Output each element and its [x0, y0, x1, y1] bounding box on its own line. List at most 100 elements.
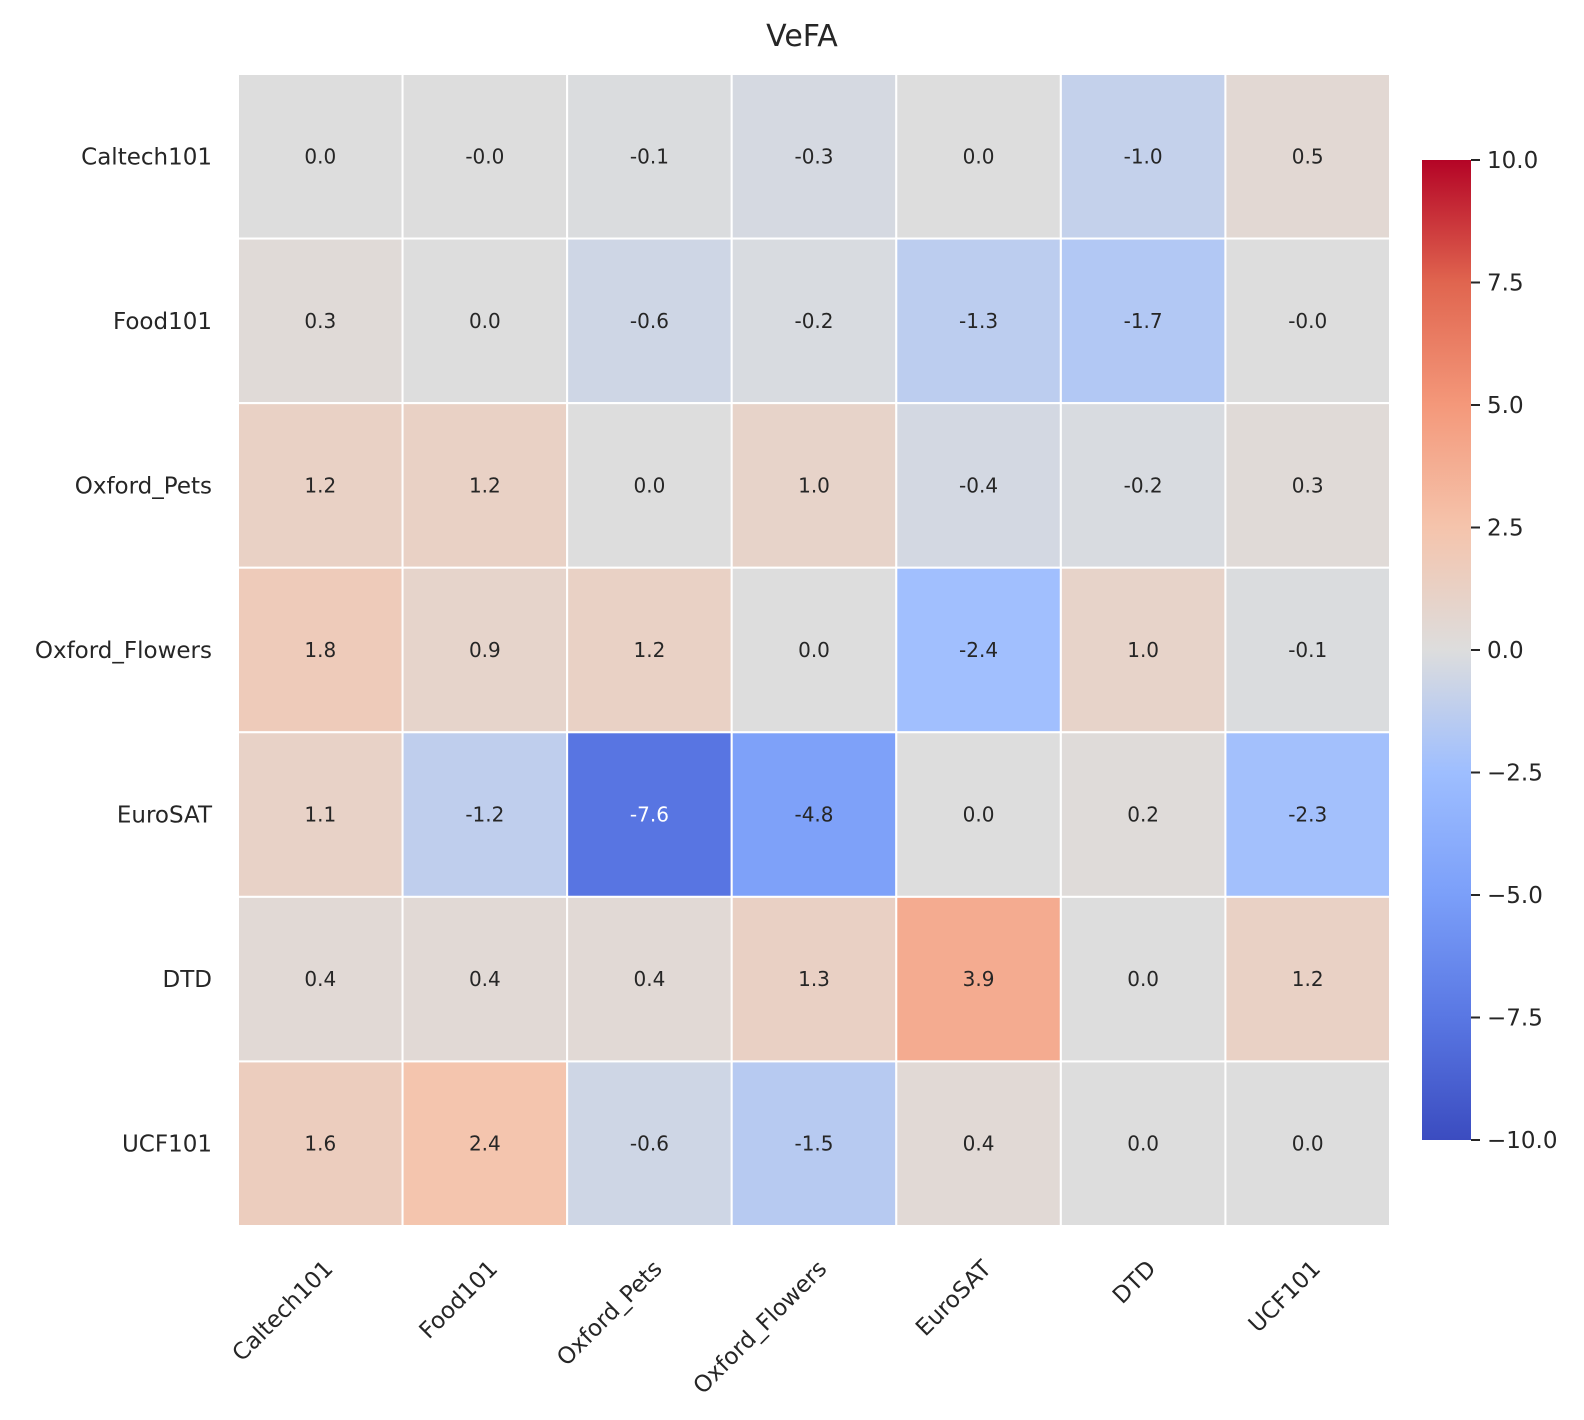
cell-value-label: 0.0: [1127, 967, 1159, 991]
heatmap-cell: [730, 566, 898, 734]
heatmap-cell: [401, 402, 569, 569]
heatmap-cell: [566, 402, 733, 569]
heatmap-cell: [237, 731, 404, 898]
cell-value-label: -7.6: [630, 803, 669, 827]
cell-value-label: -0.2: [1124, 473, 1163, 497]
heatmap-cell: [1224, 731, 1391, 898]
heatmap-cell: [730, 895, 898, 1063]
cell-value-label: -0.0: [465, 144, 504, 168]
cell-value-label: -0.1: [1288, 638, 1327, 662]
colorbar-ticks: 10.0 7.5 5.0 2.5 0.0 −2.5 −5.0 −7.5 −10.0: [1471, 148, 1557, 1154]
heatmap-cell: [237, 73, 404, 240]
cell-value-label: 0.3: [304, 309, 336, 333]
y-tick-label: Oxford_Flowers: [35, 638, 212, 664]
cell-value-label: 1.3: [798, 967, 830, 991]
x-tick-label: Caltech101: [228, 1256, 339, 1367]
colorbar-tick-label: −7.5: [1487, 1006, 1543, 1032]
y-tick-label: EuroSAT: [117, 803, 213, 829]
x-axis-tick-labels: Caltech101 Food101 Oxford_Pets Oxford_Flowe…: [228, 1255, 1326, 1399]
heatmap-cell: [895, 402, 1062, 569]
heatmap-cell: [895, 73, 1062, 240]
heatmap-cell: [730, 73, 898, 240]
x-tick-label: EuroSAT: [911, 1255, 997, 1341]
x-tick-label: UCF101: [1244, 1256, 1326, 1338]
cell-value-label: 1.2: [1292, 967, 1324, 991]
y-tick-label: Caltech101: [81, 144, 212, 170]
x-tick-label: Oxford_Pets: [552, 1256, 667, 1371]
cell-value-label: 1.2: [634, 638, 666, 662]
heatmap-cell: [1224, 1060, 1391, 1227]
cell-value-label: 0.4: [963, 1132, 995, 1156]
y-tick-label: DTD: [163, 967, 212, 993]
cell-value-label: -4.8: [794, 803, 833, 827]
cell-value-label: 0.2: [1127, 803, 1159, 827]
heatmap-cell: [1224, 566, 1391, 734]
heatmap-cell: [237, 895, 404, 1063]
cell-value-label: -1.7: [1124, 309, 1163, 333]
cell-value-label: 0.0: [1292, 1132, 1324, 1156]
cell-value-label: 1.2: [304, 473, 336, 497]
cell-value-label: 0.0: [634, 473, 666, 497]
cell-value-label: -0.2: [794, 309, 833, 333]
cell-value-label: 0.4: [634, 967, 666, 991]
heatmap-cell: [401, 73, 569, 240]
heatmap-cell: [1059, 237, 1227, 405]
cell-value-label: -0.6: [630, 1132, 669, 1156]
cell-value-label: 0.4: [469, 967, 501, 991]
cell-value-label: 1.0: [798, 473, 830, 497]
cell-value-label: 0.0: [1127, 1132, 1159, 1156]
colorbar-gradient: [1422, 160, 1471, 1140]
colorbar-tick-label: 0.0: [1487, 638, 1524, 664]
cell-value-label: 0.4: [304, 967, 336, 991]
y-axis-tick-labels: Caltech101 Food101 Oxford_Pets Oxford_Flowe…: [35, 144, 213, 1157]
y-tick-label: Oxford_Pets: [75, 473, 212, 499]
cell-value-label: -2.4: [959, 638, 998, 662]
heatmap-cell: [237, 1060, 404, 1227]
cell-value-label: 0.0: [304, 144, 336, 168]
heatmap-cells: [237, 73, 1391, 1227]
x-tick-label: Food101: [415, 1256, 503, 1344]
colorbar-tick-label: −10.0: [1487, 1128, 1557, 1154]
colorbar-tick-label: −5.0: [1487, 883, 1543, 909]
heatmap-cell: [237, 237, 404, 405]
heatmap-cell: [1059, 73, 1227, 240]
cell-value-label: 2.4: [469, 1132, 501, 1156]
cell-value-label: 3.9: [963, 967, 995, 991]
colorbar-tick-label: 2.5: [1487, 516, 1524, 542]
cell-value-label: -1.2: [465, 803, 504, 827]
cell-value-label: 1.8: [304, 638, 336, 662]
colorbar-tick-label: −2.5: [1487, 761, 1543, 787]
cell-value-label: 0.9: [469, 638, 501, 662]
heatmap-cell: [401, 895, 569, 1063]
cell-value-label: 0.5: [1292, 144, 1324, 168]
cell-value-label: -0.0: [1288, 309, 1327, 333]
heatmap-cell: [730, 402, 898, 569]
colorbar-tick-label: 10.0: [1487, 148, 1538, 174]
x-tick-label: DTD: [1108, 1256, 1161, 1309]
cell-value-label: -0.6: [630, 309, 669, 333]
cell-value-label: -1.0: [1124, 144, 1163, 168]
heatmap-cell: [566, 895, 733, 1063]
y-tick-label: Food101: [113, 309, 212, 335]
x-tick-label: Oxford_Flowers: [689, 1256, 833, 1400]
cell-value-label: -0.4: [959, 473, 998, 497]
cell-value-label: 0.3: [1292, 473, 1324, 497]
heatmap-cell: [1059, 1060, 1227, 1227]
cell-value-label: -2.3: [1288, 803, 1327, 827]
colorbar-tick-label: 7.5: [1487, 271, 1524, 297]
heatmap-cell: [566, 237, 733, 405]
heatmap-cell: [401, 566, 569, 734]
cell-value-label: -0.3: [794, 144, 833, 168]
cell-value-label: 1.1: [304, 803, 336, 827]
heatmap-cell: [895, 237, 1062, 405]
heatmap-cell-labels: 0.0 -0.0 -0.1 -0.3 0.0 -1.0 0.5 0.3 0.0 -0.6 -0.2 -…: [304, 144, 1327, 1155]
heatmap-cell: [895, 1060, 1062, 1227]
heatmap-cell: [566, 73, 733, 240]
cell-value-label: 1.2: [469, 473, 501, 497]
colorbar-tick-label: 5.0: [1487, 393, 1524, 419]
heatmap-cell: [1224, 895, 1391, 1063]
heatmap-cell: [1059, 566, 1227, 734]
chart-title: VeFA: [766, 19, 838, 54]
cell-value-label: 0.0: [469, 309, 501, 333]
